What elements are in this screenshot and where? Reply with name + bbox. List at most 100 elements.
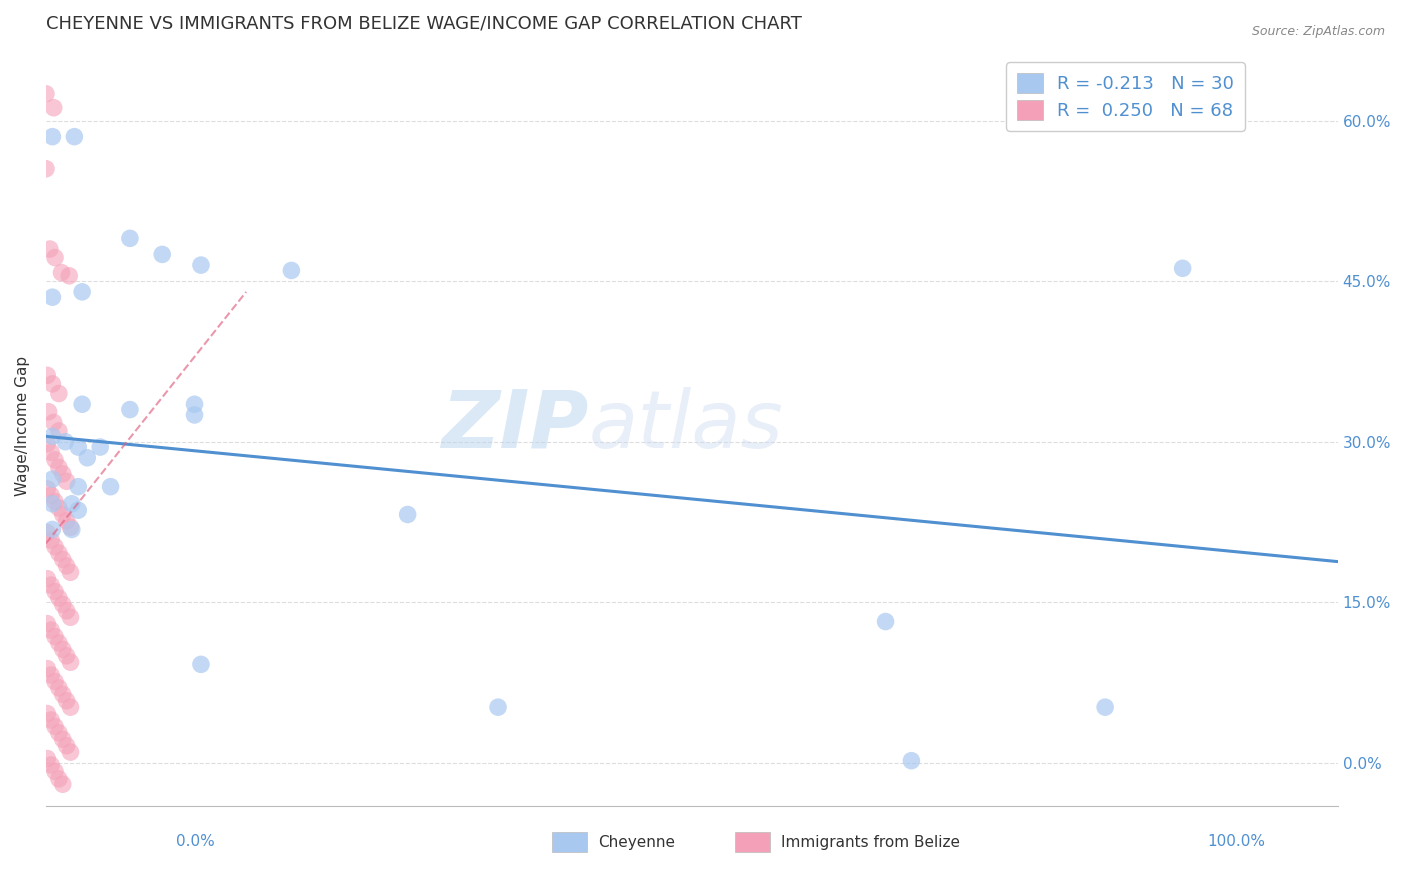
- Text: 100.0%: 100.0%: [1208, 834, 1265, 849]
- Point: [48, 501, 70, 516]
- Point: [118, 402, 141, 417]
- Point: [41, 376, 63, 391]
- Text: Cheyenne: Cheyenne: [599, 835, 675, 849]
- Point: [183, 408, 205, 422]
- Point: [67, 480, 90, 494]
- Point: [48, 772, 70, 786]
- Point: [44, 494, 66, 508]
- Point: [280, 263, 302, 277]
- Point: [59, 700, 82, 714]
- Point: [190, 657, 212, 672]
- Point: [52, 598, 75, 612]
- Point: [48, 591, 70, 605]
- Point: [41, 429, 63, 443]
- Point: [70, 285, 93, 299]
- Point: [76, 450, 98, 465]
- Point: [55, 514, 77, 528]
- Point: [52, 508, 75, 522]
- Text: ZIP: ZIP: [441, 386, 589, 465]
- Point: [51, 266, 73, 280]
- Point: [52, 777, 75, 791]
- Point: [55, 694, 77, 708]
- Point: [48, 386, 70, 401]
- Text: atlas: atlas: [589, 386, 783, 465]
- Point: [70, 397, 93, 411]
- Point: [39, 758, 62, 772]
- Point: [38, 242, 60, 256]
- Point: [48, 424, 70, 438]
- Point: [39, 488, 62, 502]
- Text: Immigrants from Belize: Immigrants from Belize: [782, 835, 960, 849]
- Point: [48, 460, 70, 475]
- Point: [1171, 261, 1194, 276]
- Point: [37, 706, 59, 721]
- Point: [59, 520, 82, 534]
- Point: [44, 764, 66, 779]
- Point: [59, 566, 82, 580]
- Point: [41, 523, 63, 537]
- Point: [63, 129, 86, 144]
- Point: [39, 668, 62, 682]
- Point: [38, 405, 60, 419]
- Point: [41, 497, 63, 511]
- Point: [58, 268, 80, 283]
- Point: [39, 713, 62, 727]
- Point: [89, 440, 111, 454]
- Point: [1094, 700, 1116, 714]
- Point: [35, 87, 58, 101]
- Point: [39, 533, 62, 548]
- Point: [60, 523, 83, 537]
- Point: [59, 745, 82, 759]
- Point: [55, 604, 77, 618]
- Point: [67, 440, 90, 454]
- Point: [42, 101, 65, 115]
- Point: [52, 552, 75, 566]
- Point: [67, 503, 90, 517]
- Point: [41, 129, 63, 144]
- Point: [53, 434, 76, 449]
- Text: CHEYENNE VS IMMIGRANTS FROM BELIZE WAGE/INCOME GAP CORRELATION CHART: CHEYENNE VS IMMIGRANTS FROM BELIZE WAGE/…: [46, 15, 801, 33]
- Point: [486, 700, 509, 714]
- Point: [900, 754, 922, 768]
- Point: [59, 610, 82, 624]
- Point: [52, 687, 75, 701]
- Point: [44, 251, 66, 265]
- Text: Source: ZipAtlas.com: Source: ZipAtlas.com: [1251, 25, 1385, 38]
- Point: [37, 437, 59, 451]
- Point: [44, 630, 66, 644]
- Point: [48, 636, 70, 650]
- Point: [44, 674, 66, 689]
- Point: [55, 648, 77, 663]
- Point: [44, 584, 66, 599]
- Point: [48, 726, 70, 740]
- Point: [48, 546, 70, 560]
- Point: [183, 397, 205, 411]
- Point: [190, 258, 212, 272]
- Point: [37, 482, 59, 496]
- Point: [44, 540, 66, 554]
- Y-axis label: Wage/Income Gap: Wage/Income Gap: [15, 356, 30, 496]
- Point: [37, 368, 59, 383]
- Point: [60, 497, 83, 511]
- Point: [41, 472, 63, 486]
- Point: [396, 508, 419, 522]
- Point: [41, 290, 63, 304]
- Point: [52, 642, 75, 657]
- Point: [39, 445, 62, 459]
- Point: [52, 467, 75, 481]
- Point: [39, 578, 62, 592]
- Point: [52, 732, 75, 747]
- Point: [55, 558, 77, 573]
- Point: [59, 655, 82, 669]
- Point: [150, 247, 173, 261]
- Text: 0.0%: 0.0%: [176, 834, 215, 849]
- Point: [44, 719, 66, 733]
- Point: [48, 681, 70, 695]
- Point: [37, 616, 59, 631]
- Legend: R = -0.213   N = 30, R =  0.250   N = 68: R = -0.213 N = 30, R = 0.250 N = 68: [1007, 62, 1244, 131]
- Point: [875, 615, 897, 629]
- Point: [39, 623, 62, 637]
- Point: [100, 480, 122, 494]
- Point: [55, 739, 77, 753]
- Point: [37, 662, 59, 676]
